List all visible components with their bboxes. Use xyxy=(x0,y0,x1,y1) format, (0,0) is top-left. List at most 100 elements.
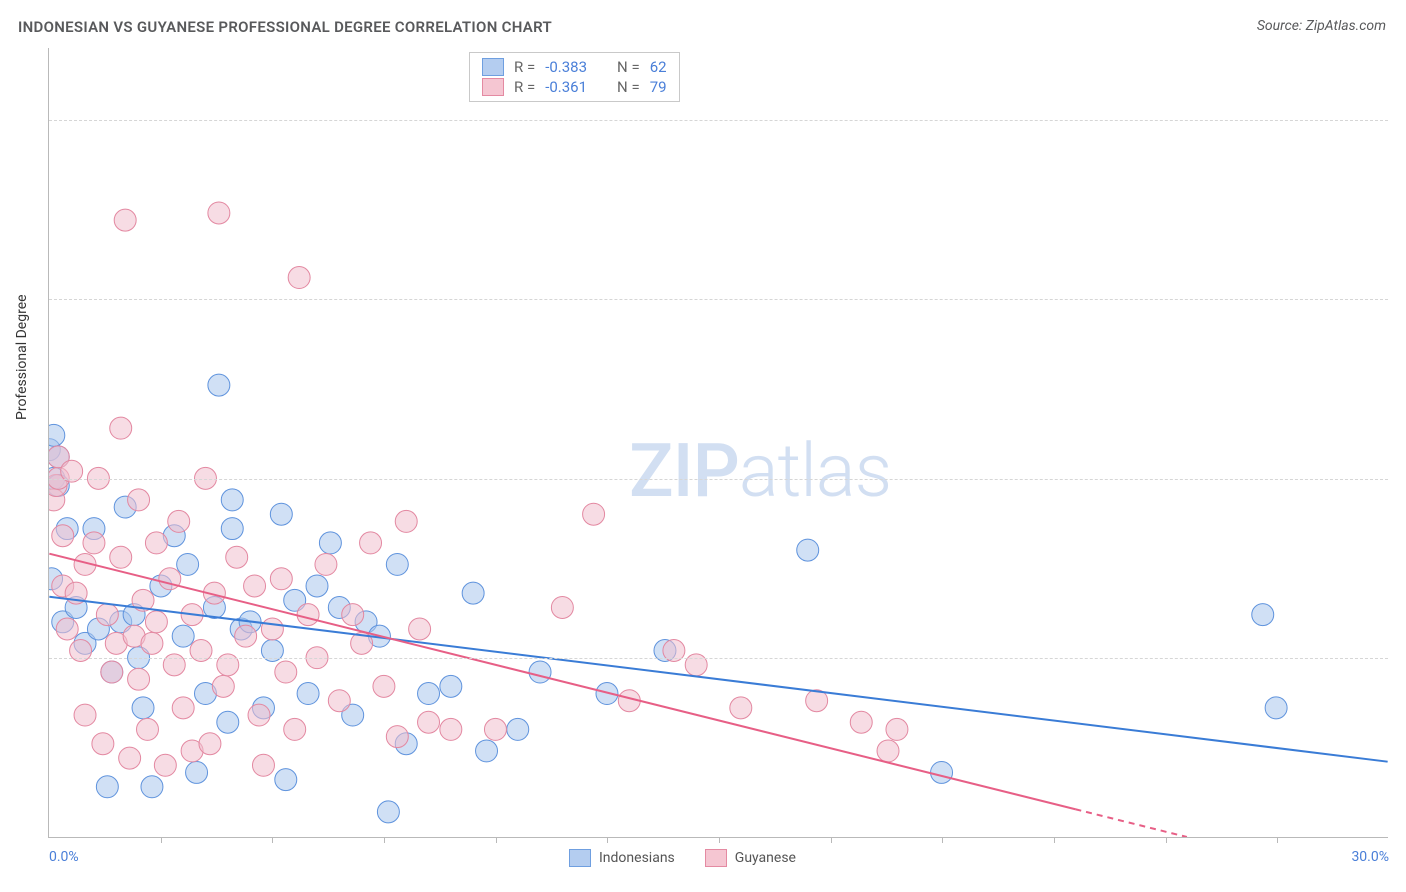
data-point xyxy=(92,733,114,755)
data-point xyxy=(221,489,243,511)
data-point xyxy=(395,510,417,532)
data-point xyxy=(270,568,292,590)
data-point xyxy=(128,489,150,511)
data-point xyxy=(217,654,239,676)
data-point xyxy=(132,697,154,719)
data-point xyxy=(74,704,96,726)
data-point xyxy=(386,553,408,575)
data-point xyxy=(226,546,248,568)
gridline xyxy=(49,479,1388,480)
data-point xyxy=(440,675,462,697)
y-axis-label: Professional Degree xyxy=(14,294,30,420)
data-point xyxy=(440,718,462,740)
data-point xyxy=(172,625,194,647)
legend-item: Indonesians xyxy=(569,849,675,867)
x-tick xyxy=(719,837,720,843)
trendline-dashed xyxy=(1075,809,1187,837)
source-label: Source: ZipAtlas.com xyxy=(1257,18,1386,34)
swatch-icon xyxy=(482,58,504,76)
y-tick-label: 2.5% xyxy=(1393,650,1406,666)
data-point xyxy=(551,596,573,618)
data-point xyxy=(154,754,176,776)
data-point xyxy=(145,611,167,633)
data-point xyxy=(797,539,819,561)
data-point xyxy=(377,801,399,823)
data-point xyxy=(418,711,440,733)
data-point xyxy=(110,417,132,439)
stats-row: R = -0.383 N = 62 xyxy=(482,57,667,77)
data-point xyxy=(1252,604,1274,626)
data-point xyxy=(462,582,484,604)
data-point xyxy=(217,711,239,733)
data-point xyxy=(270,503,292,525)
swatch-icon xyxy=(569,849,591,867)
x-tick xyxy=(384,837,385,843)
data-point xyxy=(877,740,899,762)
data-point xyxy=(319,532,341,554)
data-point xyxy=(83,532,105,554)
data-point xyxy=(342,604,364,626)
legend-item: Guyanese xyxy=(705,849,796,867)
data-point xyxy=(110,546,132,568)
n-value: 79 xyxy=(650,78,667,96)
data-point xyxy=(850,711,872,733)
gridline xyxy=(49,658,1388,659)
data-point xyxy=(221,518,243,540)
stats-row: R = -0.361 N = 79 xyxy=(482,77,667,97)
data-point xyxy=(730,697,752,719)
data-point xyxy=(49,424,65,446)
x-tick xyxy=(831,837,832,843)
data-point xyxy=(275,661,297,683)
data-point xyxy=(177,553,199,575)
data-point xyxy=(141,776,163,798)
y-tick-label: 7.5% xyxy=(1393,291,1406,307)
data-point xyxy=(328,690,350,712)
data-point xyxy=(297,683,319,705)
x-tick xyxy=(942,837,943,843)
data-point xyxy=(386,726,408,748)
legend-label: Guyanese xyxy=(735,850,796,866)
n-label: N = xyxy=(617,78,640,96)
x-tick xyxy=(607,837,608,843)
scatter-svg xyxy=(49,48,1388,837)
x-tick xyxy=(496,837,497,843)
data-point xyxy=(208,202,230,224)
x-tick xyxy=(1277,837,1278,843)
data-point xyxy=(119,747,141,769)
r-value: -0.383 xyxy=(545,58,587,76)
x-tick xyxy=(161,837,162,843)
y-tick-label: 5.0% xyxy=(1393,471,1406,487)
data-point xyxy=(52,525,74,547)
x-tick xyxy=(1166,837,1167,843)
data-point xyxy=(261,618,283,640)
data-point xyxy=(373,675,395,697)
n-label: N = xyxy=(617,58,640,76)
data-point xyxy=(288,267,310,289)
gridline xyxy=(49,299,1388,300)
data-point xyxy=(315,553,337,575)
data-point xyxy=(529,661,551,683)
data-point xyxy=(56,618,78,640)
data-point xyxy=(145,532,167,554)
data-point xyxy=(163,654,185,676)
data-point xyxy=(297,604,319,626)
y-tick-label: 10.0% xyxy=(1393,112,1406,128)
data-point xyxy=(507,718,529,740)
data-point xyxy=(101,661,123,683)
data-point xyxy=(360,532,382,554)
data-point xyxy=(128,668,150,690)
data-point xyxy=(418,683,440,705)
x-tick-label: 30.0% xyxy=(1351,849,1389,865)
r-label: R = xyxy=(514,78,535,96)
data-point xyxy=(114,209,136,231)
data-point xyxy=(141,632,163,654)
data-point xyxy=(199,733,221,755)
data-point xyxy=(244,575,266,597)
x-tick-label: 0.0% xyxy=(49,849,79,865)
data-point xyxy=(409,618,431,640)
data-point xyxy=(96,604,118,626)
data-point xyxy=(137,718,159,740)
n-value: 62 xyxy=(650,58,667,76)
data-point xyxy=(476,740,498,762)
data-point xyxy=(886,718,908,740)
